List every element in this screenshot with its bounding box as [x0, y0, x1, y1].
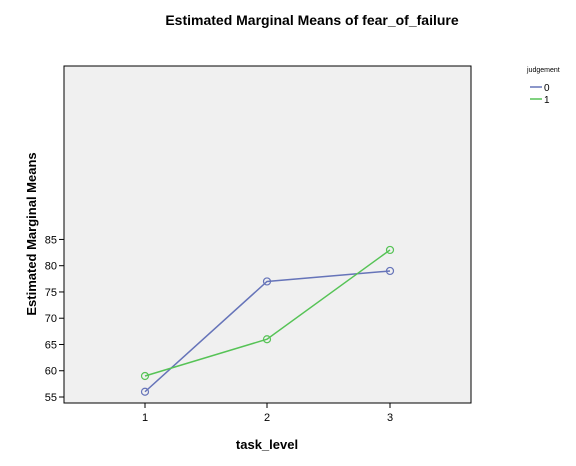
y-tick-label: 65 — [45, 339, 57, 351]
data-point — [140, 371, 150, 381]
y-tick-label: 55 — [45, 392, 57, 404]
plot-area — [63, 65, 472, 404]
data-point — [262, 277, 272, 286]
series-line-1 — [144, 249, 391, 377]
y-tick-label: 60 — [45, 366, 57, 378]
x-tick-label: 3 — [387, 412, 393, 424]
y-axis: 55 60 65 70 75 80 85 — [45, 234, 64, 404]
legend-title: judgement — [526, 67, 560, 74]
data-point — [262, 335, 272, 344]
x-tick-label: 2 — [264, 412, 270, 424]
y-tick-label: 85 — [45, 234, 57, 246]
x-axis: 1 2 3 — [142, 403, 393, 424]
chart-title: Estimated Marginal Means of fear_of_fail… — [165, 12, 459, 28]
data-point — [140, 387, 150, 396]
y-tick-label: 75 — [45, 287, 57, 299]
legend-label: 0 — [544, 83, 550, 94]
legend-label: 1 — [544, 95, 550, 106]
y-tick-label: 80 — [45, 261, 57, 273]
y-tick-label: 70 — [45, 313, 57, 325]
data-point — [385, 266, 395, 276]
series-layer — [140, 245, 395, 396]
x-axis-title: task_level — [236, 437, 298, 452]
data-point — [385, 245, 395, 255]
series-line-0 — [144, 270, 391, 393]
y-axis-title: Estimated Marginal Means — [24, 152, 39, 315]
x-tick-label: 1 — [142, 412, 148, 424]
legend: judgement 01 — [526, 67, 560, 106]
